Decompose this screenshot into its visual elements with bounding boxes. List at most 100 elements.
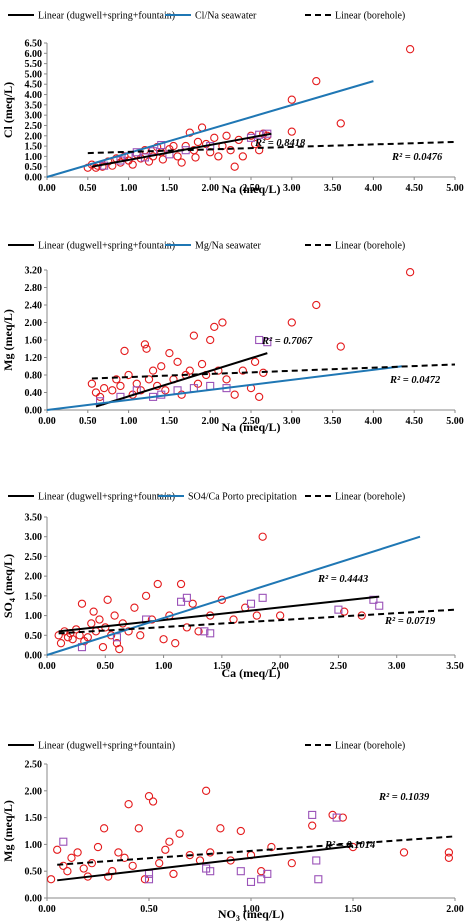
legend-label: Cl/Na seawater (195, 11, 257, 22)
y-tick-label: 3.20 (25, 266, 43, 277)
r-squared-label: R² = 0.4443 (317, 574, 368, 585)
data-point-main (193, 379, 203, 388)
data-point-main (148, 366, 158, 375)
y-tick-label: 2.00 (25, 318, 43, 329)
data-point-main (77, 599, 87, 608)
data-point-main (238, 366, 247, 375)
trendline-dugwell (95, 352, 268, 408)
data-point-main (144, 375, 154, 384)
trendline-borehole (58, 608, 456, 635)
data-point-main (201, 786, 211, 795)
data-point-borehole (59, 837, 68, 846)
data-point-main (159, 635, 168, 644)
data-point-main (399, 848, 409, 857)
y-axis-label: Mg (meq/L) (1, 309, 15, 371)
data-point-main (134, 824, 143, 833)
data-point-main (255, 146, 264, 155)
data-point-main (161, 386, 170, 395)
data-point-main (210, 322, 219, 332)
data-point-main (115, 644, 124, 654)
data-point-main (238, 152, 247, 161)
data-point-main (275, 611, 285, 620)
r-squared-label: R² = 0.0472 (389, 375, 441, 386)
y-tick-label: 1.00 (25, 152, 43, 163)
y-tick-label: 1.50 (25, 142, 43, 153)
legend-label: Linear (dugwell+spring+fountain) (38, 741, 175, 752)
data-point-main (141, 591, 151, 601)
legend-label: Mg/Na seawater (195, 241, 261, 252)
data-point-main (165, 348, 174, 358)
data-point-main (308, 821, 317, 830)
data-point-main (130, 603, 139, 612)
data-point-main (191, 153, 200, 162)
legend-label: Linear (borehole) (335, 741, 405, 752)
data-point-main (252, 611, 261, 620)
data-point-main (173, 357, 182, 367)
r-squared-label: R² = 0.0476 (391, 152, 443, 163)
x-tick-label: 1.00 (155, 661, 173, 672)
data-point-main (147, 615, 157, 624)
data-point-main (67, 853, 76, 862)
data-point-main (405, 45, 415, 54)
data-point-main (188, 599, 197, 608)
data-point-main (59, 861, 68, 870)
data-point-main (108, 386, 117, 395)
data-point-main (155, 859, 164, 868)
x-tick-label: 0.00 (38, 416, 56, 427)
y-tick-label: 3.00 (25, 532, 43, 543)
data-point-main (68, 635, 77, 644)
x-tick-label: 3.00 (283, 416, 301, 427)
data-point-main (216, 824, 225, 833)
data-point-main (98, 162, 107, 171)
y-axis-label: Mg (meq/L) (1, 800, 15, 862)
data-point-main (124, 800, 133, 809)
y-tick-label: 4.00 (25, 90, 43, 101)
x-tick-label: 1.50 (344, 904, 362, 915)
y-tick-label: 1.60 (25, 336, 43, 347)
data-point-main (140, 340, 150, 349)
trendline-dugwell (58, 595, 380, 633)
reference-line (46, 535, 421, 656)
legend-label: Linear (borehole) (335, 492, 405, 503)
y-tick-label: 1.50 (25, 591, 43, 602)
y-tick-label: 2.00 (25, 786, 43, 797)
x-tick-label: 2.50 (330, 661, 348, 672)
data-point-main (110, 611, 119, 620)
data-point-main (236, 826, 245, 836)
data-point-main (197, 359, 207, 369)
y-tick-label: 0.40 (25, 388, 43, 399)
x-tick-label: 2.00 (201, 183, 219, 194)
data-point-main (54, 631, 63, 640)
data-point-borehole (246, 599, 256, 608)
data-point-borehole (189, 384, 198, 393)
data-point-main (182, 623, 192, 632)
data-point-borehole (312, 856, 321, 865)
data-point-main (214, 366, 223, 375)
r-squared-label: R² = 0.8418 (254, 138, 306, 149)
x-tick-label: 0.00 (38, 904, 56, 915)
data-point-main (103, 595, 112, 604)
data-point-main (250, 357, 260, 367)
chart-2: Linear (dugwell+spring+fountain) Mg/Na se… (1, 241, 464, 435)
x-tick-label: 0.00 (38, 661, 56, 672)
data-point-main (136, 386, 145, 395)
data-point-main (185, 366, 194, 375)
y-tick-label: 1.00 (25, 611, 43, 622)
x-tick-label: 4.00 (365, 183, 383, 194)
data-point-borehole (332, 813, 341, 822)
y-tick-label: 0.00 (25, 651, 43, 662)
y-axis-label: SO4 (meq/L) (1, 554, 17, 618)
data-point-main (124, 627, 133, 636)
data-point-borehole (182, 593, 191, 602)
data-point-main (328, 810, 337, 820)
data-point-main (230, 390, 239, 399)
x-tick-label: 0.50 (79, 183, 97, 194)
data-point-main (148, 797, 158, 806)
x-tick-label: 1.00 (120, 416, 138, 427)
data-point-borehole (206, 629, 215, 638)
y-tick-label: 3.50 (25, 100, 43, 111)
data-point-main (165, 837, 174, 846)
data-point-main (176, 579, 186, 589)
data-point-main (120, 853, 129, 862)
